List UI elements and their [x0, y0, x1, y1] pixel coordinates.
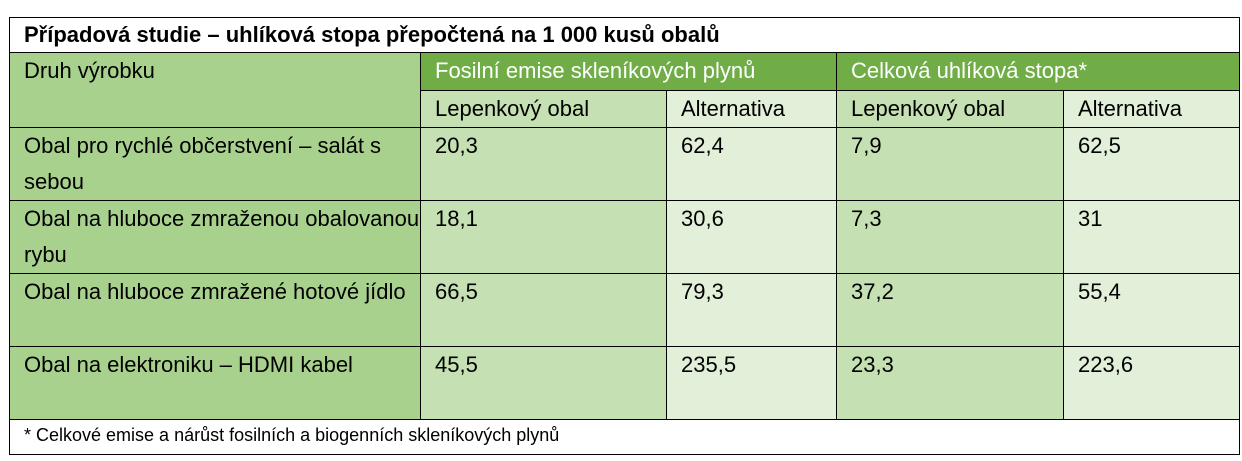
value-cell: 62,4: [666, 127, 837, 201]
value-cell: 45,5: [420, 346, 667, 420]
table-title: Případová studie – uhlíková stopa přepoč…: [8, 17, 1241, 53]
subheader-cardboard: Lepenkový obal: [836, 90, 1064, 128]
subheader-alternative: Alternativa: [1062, 90, 1241, 128]
product-name: Obal na hluboce zmražené hotové jídlo: [9, 273, 421, 347]
subheader-cardboard: Lepenkový obal: [420, 90, 667, 128]
value-cell: 79,3: [666, 273, 837, 347]
table-footnote: * Celkové emise a nárůst fosilních a bio…: [8, 419, 1241, 455]
value-cell: 20,3: [420, 127, 667, 201]
group-header-total: Celková uhlíková stopa*: [835, 52, 1241, 91]
value-cell: 7,3: [836, 200, 1064, 274]
product-name: Obal na elektroniku – HDMI kabel: [9, 346, 421, 420]
row-header-label: Druh výrobku: [9, 52, 421, 128]
value-cell: 62,5: [1062, 127, 1241, 201]
case-study-table: Případová studie – uhlíková stopa přepoč…: [8, 17, 1241, 455]
table-row: Obal na hluboce zmraženou obalovanou ryb…: [9, 200, 1241, 274]
subheader-alternative: Alternativa: [666, 90, 837, 128]
value-cell: 55,4: [1062, 273, 1241, 347]
value-cell: 31: [1062, 200, 1241, 274]
table-row: Obal na hluboce zmražené hotové jídlo 66…: [9, 273, 1241, 347]
group-header-fossil: Fosilní emise skleníkových plynů: [420, 52, 837, 91]
table-row: Obal na elektroniku – HDMI kabel 45,5 23…: [9, 346, 1241, 420]
value-cell: 7,9: [836, 127, 1064, 201]
value-cell: 66,5: [420, 273, 667, 347]
value-cell: 37,2: [836, 273, 1064, 347]
value-cell: 23,3: [836, 346, 1064, 420]
value-cell: 18,1: [420, 200, 667, 274]
product-name: Obal na hluboce zmraženou obalovanou ryb…: [9, 200, 421, 274]
table-row: Obal pro rychlé občerstvení – salát s se…: [9, 127, 1241, 201]
value-cell: 30,6: [666, 200, 837, 274]
value-cell: 223,6: [1062, 346, 1241, 420]
value-cell: 235,5: [666, 346, 837, 420]
product-name: Obal pro rychlé občerstvení – salát s se…: [9, 127, 421, 201]
